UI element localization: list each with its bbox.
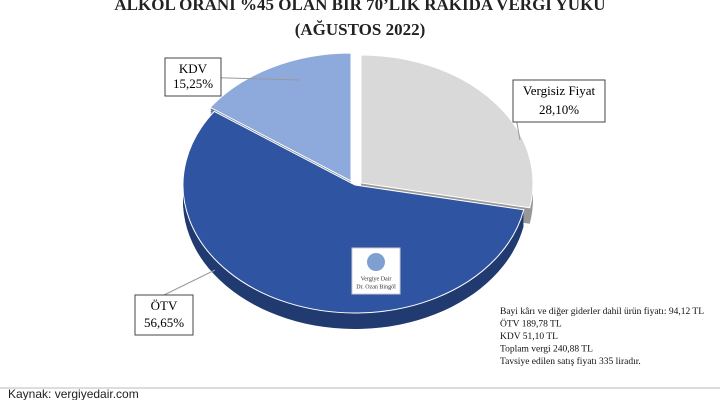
slice xyxy=(209,52,352,182)
leader-line xyxy=(163,269,216,296)
source: Kaynak: vergiyedair.com xyxy=(8,387,139,400)
slice-name: KDV xyxy=(179,61,208,76)
slice-value: 15,25% xyxy=(173,76,213,91)
label-box xyxy=(164,57,222,97)
note: ÖTV 189,78 TL xyxy=(500,318,562,330)
slice-value: 28,10% xyxy=(539,102,579,117)
label-box xyxy=(512,79,606,123)
slice xyxy=(182,110,525,314)
chart-subtitle: (AĞUSTOS 2022) xyxy=(295,20,426,39)
note: KDV 51,10 TL xyxy=(500,332,558,342)
label-box xyxy=(134,294,194,336)
logo-icon xyxy=(367,253,385,271)
note: Toplam vergi 240,88 TL xyxy=(500,345,593,355)
note: Bayi kârı ve diğer giderler dahil ürün f… xyxy=(500,306,704,317)
logo-text: Vergiye Dair xyxy=(361,276,392,282)
logo-text: Dr. Ozan Bingöl xyxy=(356,284,396,290)
slice-value: 56,65% xyxy=(144,315,184,330)
slice xyxy=(360,54,534,209)
slice-name: ÖTV xyxy=(151,298,178,313)
note: Tavsiye edilen satış fiyatı 335 liradır. xyxy=(500,356,641,367)
chart-title: ALKOL ORANI %45 OLAN BİR 70’LİK RAKIDA V… xyxy=(114,0,605,14)
slice-name: Vergisiz Fiyat xyxy=(523,83,596,98)
